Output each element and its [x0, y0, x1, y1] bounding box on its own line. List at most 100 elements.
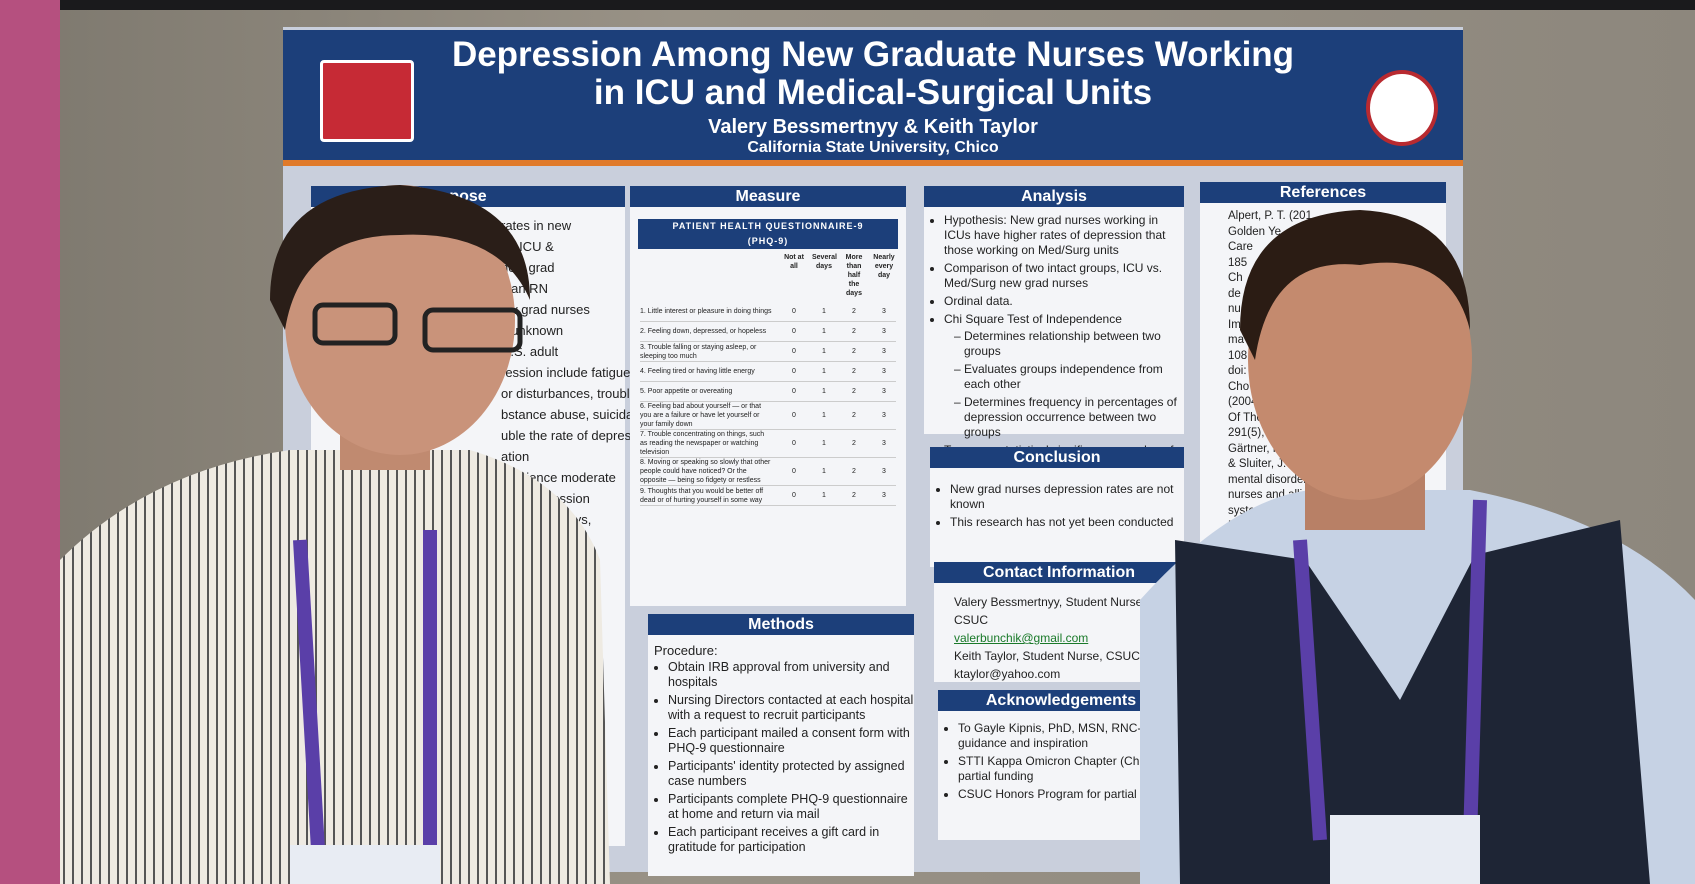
score: 1: [822, 328, 826, 335]
list-item: New grad nurses depression rates are not…: [950, 482, 1184, 512]
table-row: 8. Moving or speaking so slowly that oth…: [640, 458, 896, 486]
score: 1: [822, 492, 826, 499]
top-bar: [60, 0, 1695, 10]
text-line: ation: [501, 449, 530, 464]
list-item: Evaluates groups independence from each …: [964, 362, 1184, 392]
score: 1: [822, 308, 826, 315]
table-row: 5. Poor appetite or overeating 0 1 2 3: [640, 382, 896, 402]
face: [1248, 220, 1472, 500]
text-block: Alpert, P. T. (201 Golden Ye Care 185 Ch de nu…: [1200, 203, 1446, 535]
shirt: [60, 450, 610, 884]
table-row: 4. Feeling tired or having little energy…: [640, 362, 896, 382]
table-row: 9. Thoughts that you would be better off…: [640, 486, 896, 506]
score: 2: [852, 388, 856, 395]
score: 0: [792, 308, 796, 315]
item-text: 1. Little interest or pleasure in doing …: [640, 308, 772, 315]
list-item: Chi Square Test of Independence Determine…: [944, 312, 1184, 440]
lanyard: [293, 530, 437, 884]
item-text: 4. Feeling tired or having little energy: [640, 368, 755, 375]
list-item: Participants complete PHQ-9 questionnair…: [668, 792, 914, 822]
table-row: 1. Little interest or pleasure in doing …: [640, 302, 896, 322]
authors: Valery Bessmertnyy & Keith Taylor: [708, 116, 1038, 138]
divider: [283, 160, 1463, 166]
glasses: [422, 307, 523, 353]
table-row: 6. Feeling bad about yourself — or that …: [640, 402, 896, 430]
list: New grad nurses depression rates are not…: [930, 482, 1184, 530]
text: (PHQ-9): [747, 236, 789, 246]
glasses: [312, 302, 398, 346]
score: 3: [882, 348, 886, 355]
text-line: Alpert, P. T. (201: [1228, 210, 1312, 222]
list-item: Participants' identity protected by assi…: [668, 759, 914, 789]
text-line: (2004: [1228, 396, 1258, 408]
item-text: 2. Feeling down, depressed, or hopeless: [640, 328, 767, 335]
score: 2: [852, 412, 856, 419]
score: 0: [792, 492, 796, 499]
score: 0: [792, 368, 796, 375]
score: 2: [852, 440, 856, 447]
measure-column: Measure PATIENT HEALTH QUESTIONNAIRE-9 (P…: [630, 186, 906, 606]
item-text: 9. Thoughts that you would be better off…: [640, 487, 764, 504]
score: 2: [852, 468, 856, 475]
item-text: 3. Trouble falling or staying asleep, or…: [640, 343, 757, 360]
score: 1: [822, 440, 826, 447]
score: 1: [822, 388, 826, 395]
text-line: 185: [1228, 256, 1248, 269]
section-heading: Methods: [648, 614, 914, 635]
poster-header: Depression Among New Graduate Nurses Wor…: [283, 30, 1463, 162]
column-label: More than half the days: [845, 254, 863, 297]
list-item: Hypothesis: New grad nurses working in I…: [944, 213, 1184, 258]
score: 2: [852, 492, 856, 499]
text-line: Ch: [1228, 272, 1243, 284]
title: Depression Among New Graduate Nurses Wor…: [283, 36, 1463, 112]
text-line: mental disorders: [1228, 473, 1314, 486]
text-line: Cho: [1228, 380, 1250, 393]
side-bar: [0, 0, 60, 884]
list-item: Comparison of two intact groups, ICU vs.…: [944, 261, 1184, 291]
text-line: bstance abuse, suicidal: [501, 407, 637, 422]
text-line: Care: [1228, 241, 1253, 253]
score: 2: [852, 328, 856, 335]
list-item: Each participant receives a gift card in…: [668, 825, 914, 855]
score: 2: [852, 308, 856, 315]
badge: [1330, 815, 1480, 884]
score: 2: [852, 368, 856, 375]
score: 0: [792, 412, 796, 419]
form-title: PATIENT HEALTH QUESTIONNAIRE-9 (PHQ-9): [638, 219, 898, 249]
score: 3: [882, 308, 886, 315]
score: 3: [882, 440, 886, 447]
text-line: Gärtner, F.,: [1228, 442, 1285, 455]
score: 3: [882, 492, 886, 499]
score: 1: [822, 368, 826, 375]
text: Comparison of two intact groups, ICU vs.…: [944, 261, 1163, 290]
list-item: Ordinal data.: [944, 294, 1184, 309]
text-line: 108: [1228, 349, 1248, 362]
list-item: Nursing Directors contacted at each hosp…: [668, 693, 914, 723]
logo: [320, 60, 414, 142]
list-item: STTI Kappa Omicron Chapter (Chico partia…: [958, 754, 1184, 784]
analysis-column: Analysis Hypothesis: New grad nurses wor…: [924, 186, 1184, 472]
section-heading: Contact Information: [934, 562, 1184, 583]
logo: [1366, 70, 1438, 146]
hair: [1240, 210, 1470, 360]
text-line: s unknown: [501, 323, 564, 338]
text-line: ression include fatigue,: [501, 365, 634, 380]
title-line: Depression Among New Graduate Nurses Wor…: [451, 35, 1295, 74]
score: 2: [852, 348, 856, 355]
section-heading: Measure: [630, 186, 906, 207]
text-block: Valery Bessmertnyy, Student Nurse, CSUC v…: [934, 583, 1184, 683]
methods-column: Methods Procedure: Obtain IRB approval f…: [648, 614, 914, 876]
table-row: 2. Feeling down, depressed, or hopeless 0…: [640, 322, 896, 342]
item-text: 5. Poor appetite or overeating: [640, 388, 733, 395]
score: 1: [822, 412, 826, 419]
score: 0: [792, 468, 796, 475]
lanyard: [1293, 499, 1487, 841]
text-line: Keith Taylor, Student Nurse, CSUC: [954, 649, 1140, 663]
badge: [290, 845, 440, 884]
table-row: 3. Trouble falling or staying asleep, or…: [640, 342, 896, 362]
section-heading: Acknowledgements: [938, 690, 1184, 711]
score: 1: [822, 348, 826, 355]
list-item: To Gayle Kipnis, PhD, MSN, RNC-OB guidan…: [958, 721, 1184, 751]
score: 0: [792, 328, 796, 335]
